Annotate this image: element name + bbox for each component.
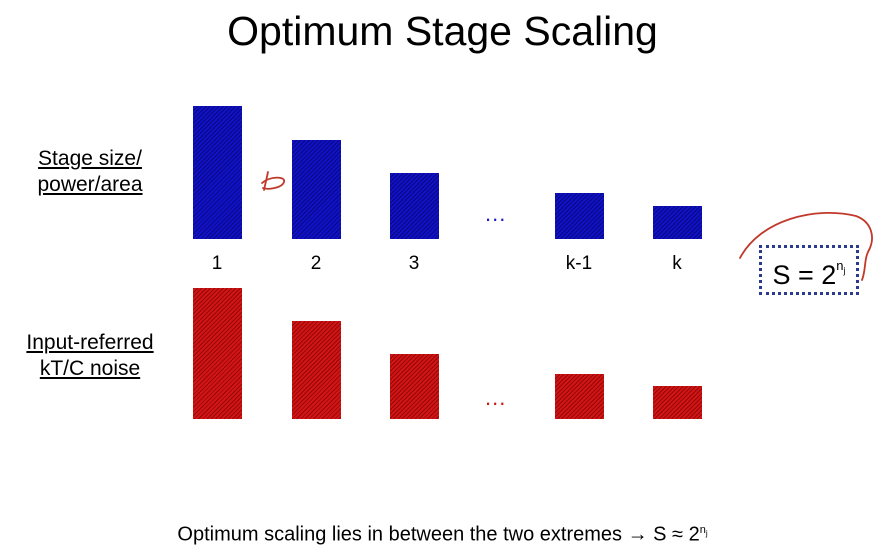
stage-label-k: k (672, 253, 682, 274)
noise-bar-stage-k-1 (555, 374, 604, 419)
size-bar-stage-2 (292, 140, 341, 239)
stage-size-label: Stage size/ power/area (10, 146, 170, 198)
stage-size-label-line2: power/area (37, 173, 143, 196)
stage-label-k-1: k-1 (565, 253, 593, 274)
size-ellipsis: ... (485, 201, 507, 226)
size-bar-stage-k-1 (555, 193, 604, 239)
stage-label-1: 1 (211, 253, 223, 274)
size-bar-stage-3 (390, 173, 439, 239)
size-bar-stage-k (653, 206, 702, 239)
formula-base: S = 2 (772, 260, 837, 290)
conclusion-text: Optimum scaling lies in between the two … (0, 518, 885, 547)
stage-label-2: 2 (310, 253, 322, 274)
noise-label: Input-referred kT/C noise (10, 330, 170, 382)
noise-label-line2: kT/C noise (39, 357, 141, 380)
stage-size-label-line1: Stage size/ (38, 147, 142, 170)
slide-title: Optimum Stage Scaling (227, 8, 658, 54)
noise-bar-stage-1 (193, 288, 242, 419)
noise-bar-stage-3 (390, 354, 439, 419)
noise-bar-stage-2 (292, 321, 341, 419)
noise-label-line1: Input-referred (26, 331, 154, 354)
stage-label-3: 3 (408, 253, 420, 274)
noise-bar-stage-k (653, 386, 702, 419)
handwritten-mark (261, 171, 285, 191)
formula-exponent: nj (836, 258, 846, 276)
handwritten-arc (739, 212, 873, 281)
size-bar-stage-1 (193, 106, 242, 239)
noise-ellipsis: ... (485, 385, 507, 410)
conclusion-main: Optimum scaling lies in between the two … (177, 523, 700, 546)
formula-box: S = 2nj (759, 245, 859, 295)
conclusion-exponent: nj (699, 524, 708, 539)
